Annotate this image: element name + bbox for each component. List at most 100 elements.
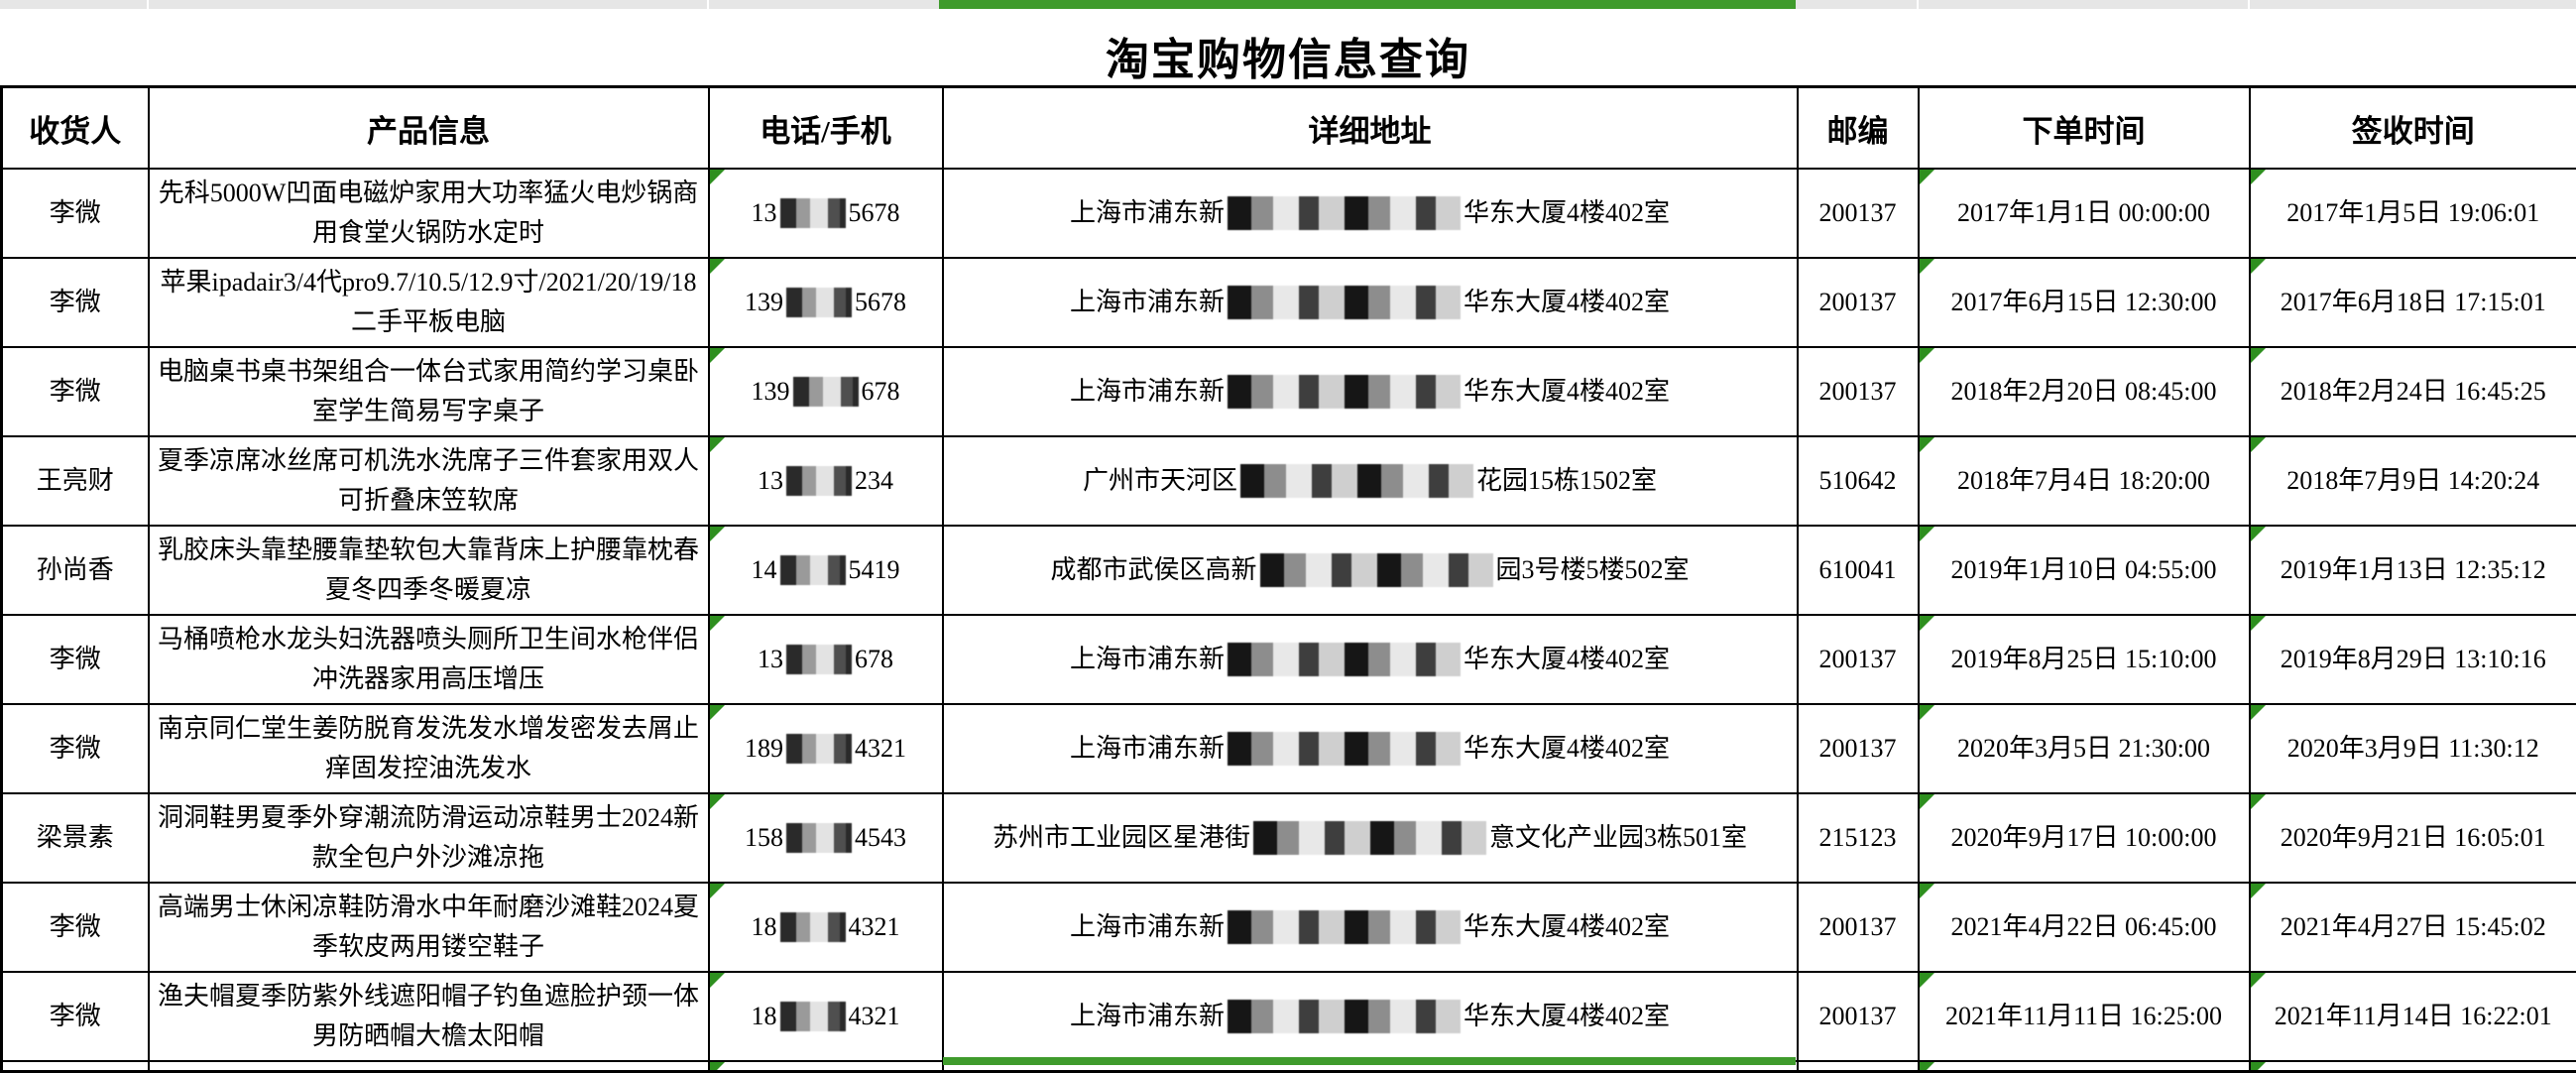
cell-address[interactable]: 成都市武侯区高新园3号楼5楼502室 bbox=[943, 526, 1798, 615]
column-header-product[interactable]: 产品信息 bbox=[149, 87, 709, 170]
column-header-sign-time[interactable]: 签收时间 bbox=[2250, 87, 2576, 170]
cell-recipient[interactable]: 李微 bbox=[2, 883, 149, 972]
order-time-text: 2018年7月4日 18:20:00 bbox=[1957, 466, 2210, 495]
cell-address[interactable]: 上海市浦东新华东大厦4楼402室 bbox=[943, 615, 1798, 704]
cell-postcode[interactable]: 200137 bbox=[1798, 615, 1919, 704]
cell-recipient[interactable]: 梁景素 bbox=[2, 793, 149, 883]
column-header-recipient[interactable]: 收货人 bbox=[2, 87, 149, 170]
cell-postcode[interactable]: 200137 bbox=[1798, 258, 1919, 347]
cell-order-time[interactable]: 2021年4月22日 06:45:00 bbox=[1919, 883, 2250, 972]
cell-order-time[interactable]: 2017年1月1日 00:00:00 bbox=[1919, 169, 2250, 258]
cell-sign-time[interactable]: 2020年3月9日 11:30:12 bbox=[2250, 704, 2576, 793]
cell-address[interactable]: 上海市浦东新华东大厦4楼402室 bbox=[943, 972, 1798, 1061]
title-bar: 淘宝购物信息查询 bbox=[0, 10, 2576, 85]
cell-product[interactable]: 马桶喷枪水龙头妇洗器喷头厕所卫生间水枪伴侣冲洗器家用高压增压 bbox=[149, 615, 709, 704]
phone-suffix: 5678 bbox=[855, 288, 906, 316]
cell-product[interactable]: 洞洞鞋男夏季外穿潮流防滑运动凉鞋男士2024新款全包户外沙滩凉拖 bbox=[149, 793, 709, 883]
cell-sign-time[interactable]: 2020年9月21日 16:05:01 bbox=[2250, 793, 2576, 883]
cell-product[interactable]: 渔夫帽夏季防紫外线遮阳帽子钓鱼遮脸护颈一体男防晒帽大檐太阳帽 bbox=[149, 972, 709, 1061]
cell-phone[interactable]: 13 5678 bbox=[709, 169, 943, 258]
green-triangle-icon bbox=[1920, 348, 1934, 363]
cell-product[interactable]: 南京同仁堂生姜防脱育发洗发水增发密发去屑止痒固发控油洗发水 bbox=[149, 704, 709, 793]
cell-order-time[interactable]: 2019年1月10日 04:55:00 bbox=[1919, 526, 2250, 615]
green-triangle-icon bbox=[1920, 437, 1934, 452]
cell-postcode[interactable]: 200137 bbox=[1798, 883, 1919, 972]
cell-order-time[interactable]: 2021年11月11日 16:25:00 bbox=[1919, 972, 2250, 1061]
page-title[interactable]: 淘宝购物信息查询 bbox=[0, 24, 2576, 87]
cell-product[interactable]: 夏季凉席冰丝席可机洗水洗席子三件套家用双人可折叠床笠软席 bbox=[149, 436, 709, 526]
cell-postcode[interactable]: 510642 bbox=[1798, 436, 1919, 526]
cell-product[interactable]: 苹果ipadair3/4代pro9.7/10.5/12.9寸/2021/20/1… bbox=[149, 258, 709, 347]
cell-order-time[interactable]: 2020年3月5日 21:30:00 bbox=[1919, 704, 2250, 793]
address-redaction-mosaic bbox=[1260, 553, 1493, 587]
cell-sign-time[interactable]: 2018年2月24日 16:45:25 bbox=[2250, 347, 2576, 436]
cell-postcode[interactable]: 215123 bbox=[1798, 793, 1919, 883]
cell-product[interactable]: 电脑桌书桌书架组合一体台式家用简约学习桌卧室学生简易写字桌子 bbox=[149, 347, 709, 436]
cell-product[interactable]: 先科5000W凹面电磁炉家用大功率猛火电炒锅商用食堂火锅防水定时 bbox=[149, 169, 709, 258]
cell-recipient[interactable]: 李微 bbox=[2, 704, 149, 793]
cell-sign-time[interactable]: 2017年1月5日 19:06:01 bbox=[2250, 169, 2576, 258]
cell-recipient[interactable]: 孙尚香 bbox=[2, 526, 149, 615]
phone-suffix: 4321 bbox=[855, 734, 906, 763]
cell-postcode[interactable]: 200137 bbox=[1798, 347, 1919, 436]
address-redaction-mosaic bbox=[1228, 643, 1461, 676]
cell-recipient[interactable]: 李微 bbox=[2, 972, 149, 1061]
cell-address[interactable]: 上海市浦东新华东大厦4楼402室 bbox=[943, 883, 1798, 972]
cell-sign-time[interactable]: 2021年4月27日 15:45:02 bbox=[2250, 883, 2576, 972]
cell-address[interactable]: 上海市浦东新华东大厦4楼402室 bbox=[943, 169, 1798, 258]
phone-prefix: 13 bbox=[752, 198, 777, 227]
column-header-order-time[interactable]: 下单时间 bbox=[1919, 87, 2250, 170]
cell-order-time[interactable]: 2018年7月4日 18:20:00 bbox=[1919, 436, 2250, 526]
address-prefix: 广州市天河区 bbox=[1083, 466, 1237, 495]
cell-address[interactable]: 苏州市工业园区星港街意文化产业园3栋501室 bbox=[943, 793, 1798, 883]
cell-order-time[interactable]: 2018年2月20日 08:45:00 bbox=[1919, 347, 2250, 436]
partial-cell[interactable] bbox=[709, 1061, 943, 1072]
cell-postcode[interactable]: 200137 bbox=[1798, 972, 1919, 1061]
cell-sign-time[interactable]: 2017年6月18日 17:15:01 bbox=[2250, 258, 2576, 347]
partial-cell[interactable] bbox=[1798, 1061, 1919, 1072]
cell-sign-time[interactable]: 2019年8月29日 13:10:16 bbox=[2250, 615, 2576, 704]
partial-cell[interactable] bbox=[2, 1061, 149, 1072]
column-header-phone[interactable]: 电话/手机 bbox=[709, 87, 943, 170]
partial-cell[interactable] bbox=[1919, 1061, 2250, 1072]
cell-address[interactable]: 广州市天河区花园15栋1502室 bbox=[943, 436, 1798, 526]
cell-order-time[interactable]: 2020年9月17日 10:00:00 bbox=[1919, 793, 2250, 883]
cell-recipient[interactable]: 李微 bbox=[2, 169, 149, 258]
cell-sign-time[interactable]: 2018年7月9日 14:20:24 bbox=[2250, 436, 2576, 526]
cell-recipient[interactable]: 李微 bbox=[2, 258, 149, 347]
cell-sign-time[interactable]: 2021年11月14日 16:22:01 bbox=[2250, 972, 2576, 1061]
cell-recipient[interactable]: 王亮财 bbox=[2, 436, 149, 526]
cell-product[interactable]: 乳胶床头靠垫腰靠垫软包大靠背床上护腰靠枕春夏冬四季冬暖夏凉 bbox=[149, 526, 709, 615]
cell-postcode[interactable]: 200137 bbox=[1798, 169, 1919, 258]
cell-order-time[interactable]: 2017年6月15日 12:30:00 bbox=[1919, 258, 2250, 347]
cell-postcode[interactable]: 200137 bbox=[1798, 704, 1919, 793]
cell-postcode[interactable]: 610041 bbox=[1798, 526, 1919, 615]
cell-product[interactable]: 高端男士休闲凉鞋防滑水中年耐磨沙滩鞋2024夏季软皮两用镂空鞋子 bbox=[149, 883, 709, 972]
cell-sign-time[interactable]: 2019年1月13日 12:35:12 bbox=[2250, 526, 2576, 615]
cell-recipient[interactable]: 李微 bbox=[2, 347, 149, 436]
sign-time-text: 2018年2月24日 16:45:25 bbox=[2281, 377, 2546, 406]
column-header-address[interactable]: 详细地址 bbox=[943, 87, 1798, 170]
address-prefix: 上海市浦东新 bbox=[1070, 198, 1225, 227]
table-row: 李微 先科5000W凹面电磁炉家用大功率猛火电炒锅商用食堂火锅防水定时 13 56… bbox=[2, 169, 2576, 258]
partial-cell[interactable] bbox=[2250, 1061, 2576, 1072]
column-header-postcode[interactable]: 邮编 bbox=[1798, 87, 1919, 170]
phone-suffix: 5678 bbox=[849, 198, 900, 227]
cell-address[interactable]: 上海市浦东新华东大厦4楼402室 bbox=[943, 258, 1798, 347]
phone-redaction-mosaic bbox=[780, 198, 846, 228]
cell-address[interactable]: 上海市浦东新华东大厦4楼402室 bbox=[943, 347, 1798, 436]
cell-order-time[interactable]: 2019年8月25日 15:10:00 bbox=[1919, 615, 2250, 704]
partial-cell[interactable] bbox=[149, 1061, 709, 1072]
cell-address[interactable]: 上海市浦东新华东大厦4楼402室 bbox=[943, 704, 1798, 793]
cell-recipient[interactable]: 李微 bbox=[2, 615, 149, 704]
